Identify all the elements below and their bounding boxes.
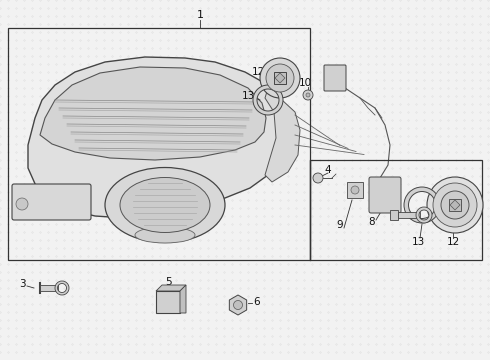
Bar <box>398 212 420 218</box>
Circle shape <box>351 186 359 194</box>
Bar <box>274 72 286 84</box>
Bar <box>40 285 58 291</box>
Text: 4: 4 <box>325 165 331 175</box>
Ellipse shape <box>105 167 225 243</box>
Bar <box>310 160 482 260</box>
Text: 10: 10 <box>298 78 312 88</box>
Ellipse shape <box>135 227 195 243</box>
Circle shape <box>427 177 483 233</box>
FancyBboxPatch shape <box>12 184 91 220</box>
Text: 13: 13 <box>242 91 255 101</box>
Text: 1: 1 <box>196 10 203 20</box>
Text: 12: 12 <box>446 237 460 247</box>
Circle shape <box>433 183 477 227</box>
Circle shape <box>16 198 28 210</box>
Polygon shape <box>265 88 300 182</box>
Polygon shape <box>40 67 266 160</box>
Polygon shape <box>275 73 285 83</box>
FancyBboxPatch shape <box>156 291 180 313</box>
Polygon shape <box>180 285 186 313</box>
Ellipse shape <box>120 177 210 233</box>
Circle shape <box>266 64 294 92</box>
Text: 2: 2 <box>443 207 450 217</box>
Circle shape <box>441 191 469 219</box>
Text: 5: 5 <box>165 277 172 287</box>
Text: 11: 11 <box>331 65 344 75</box>
Text: 13: 13 <box>412 237 425 247</box>
Polygon shape <box>156 285 186 291</box>
Text: 8: 8 <box>368 217 375 227</box>
Polygon shape <box>28 57 282 218</box>
Circle shape <box>313 173 323 183</box>
FancyBboxPatch shape <box>347 182 363 198</box>
FancyBboxPatch shape <box>390 210 398 220</box>
Polygon shape <box>450 200 460 210</box>
Text: 3: 3 <box>19 279 25 289</box>
Text: 12: 12 <box>251 67 265 77</box>
Circle shape <box>306 93 310 97</box>
Bar <box>8 28 310 260</box>
Circle shape <box>234 301 243 310</box>
Text: 6: 6 <box>254 297 260 307</box>
Circle shape <box>303 90 313 100</box>
FancyBboxPatch shape <box>324 65 346 91</box>
Circle shape <box>260 58 300 98</box>
Text: 7: 7 <box>45 188 51 198</box>
FancyBboxPatch shape <box>369 177 401 213</box>
Text: 9: 9 <box>337 220 343 230</box>
Bar <box>449 199 461 211</box>
